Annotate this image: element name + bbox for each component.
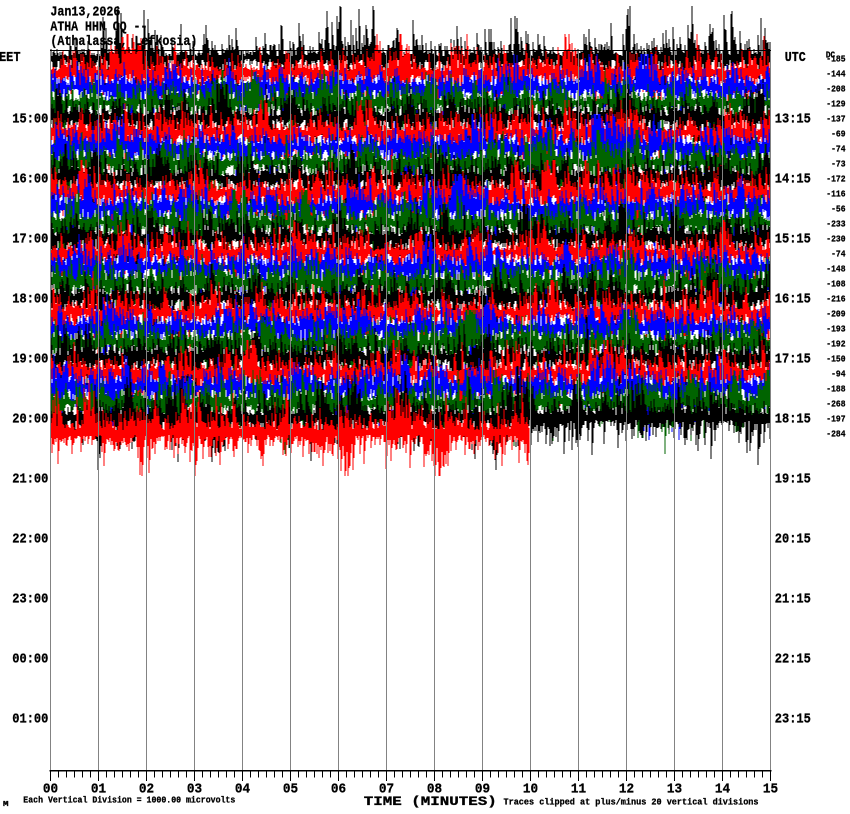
svg-text:DC: DC [826,50,836,60]
svg-text:22:15: 22:15 [775,652,811,668]
svg-text:01:00: 01:00 [12,712,48,728]
svg-text:15:00: 15:00 [12,112,48,128]
svg-text:-188: -188 [826,384,845,394]
svg-text:22:00: 22:00 [12,532,48,548]
svg-text:13: 13 [667,782,682,798]
svg-text:16:00: 16:00 [12,172,48,188]
svg-text:EET: EET [0,50,21,66]
svg-text:23:15: 23:15 [775,712,811,728]
svg-text:-144: -144 [826,69,846,79]
svg-text:01: 01 [91,782,106,798]
svg-text:-216: -216 [826,294,845,304]
svg-text:15:15: 15:15 [775,232,811,248]
svg-text:19:15: 19:15 [775,472,811,488]
svg-text:-129: -129 [826,99,845,109]
svg-text:19:00: 19:00 [12,352,48,368]
svg-text:-74: -74 [831,249,846,259]
svg-text:-172: -172 [826,174,845,184]
svg-text:UTC: UTC [785,50,806,66]
svg-text:Each Vertical Division = 1000.: Each Vertical Division = 1000.00 microvo… [23,796,235,806]
svg-text:-137: -137 [826,114,845,124]
svg-text:-230: -230 [826,234,845,244]
svg-text:20:15: 20:15 [775,532,811,548]
svg-text:-268: -268 [826,399,845,409]
svg-text:07: 07 [379,782,394,798]
svg-text:ATHA HHN CQ --: ATHA HHN CQ -- [50,19,147,35]
svg-text:20:00: 20:00 [12,412,48,428]
svg-text:03: 03 [187,782,202,798]
svg-text:17:00: 17:00 [12,232,48,248]
svg-text:-73: -73 [831,159,845,169]
svg-text:-94: -94 [831,369,846,379]
svg-text:-185: -185 [826,54,845,64]
svg-text:00:00: 00:00 [12,652,48,668]
svg-text:15: 15 [763,782,778,798]
svg-text:TIME (MINUTES): TIME (MINUTES) [364,794,497,809]
svg-text:-209: -209 [826,309,845,319]
svg-text:-193: -193 [826,324,845,334]
svg-text:18:15: 18:15 [775,412,811,428]
svg-text:02: 02 [139,782,154,798]
svg-text:Traces clipped at plus/minus 2: Traces clipped at plus/minus 20 vertical… [504,797,759,807]
svg-text:M: M [3,801,9,809]
svg-text:00: 00 [43,782,58,798]
svg-text:-116: -116 [826,189,845,199]
svg-text:-192: -192 [826,339,845,349]
svg-text:Jan13,2026: Jan13,2026 [50,5,120,21]
svg-text:-74: -74 [831,144,846,154]
svg-text:11: 11 [571,782,586,798]
svg-text:-208: -208 [826,84,845,94]
svg-text:13:15: 13:15 [775,112,811,128]
svg-text:05: 05 [283,782,298,798]
svg-text:09: 09 [475,782,490,798]
svg-text:17:15: 17:15 [775,352,811,368]
svg-text:10: 10 [523,782,538,798]
svg-text:14:15: 14:15 [775,172,811,188]
svg-text:-108: -108 [826,279,845,289]
svg-text:18:00: 18:00 [12,292,48,308]
svg-text:-150: -150 [826,354,845,364]
svg-text:23:00: 23:00 [12,592,48,608]
svg-text:21:15: 21:15 [775,592,811,608]
svg-text:12: 12 [619,782,634,798]
svg-text:(Athalassa, Lefkosia): (Athalassa, Lefkosia) [50,34,197,50]
svg-text:06: 06 [331,782,346,798]
svg-text:-197: -197 [826,414,845,424]
svg-text:14: 14 [715,782,730,798]
svg-text:-148: -148 [826,264,845,274]
svg-text:-284: -284 [826,429,846,439]
svg-text:-233: -233 [826,219,845,229]
svg-text:04: 04 [235,782,250,798]
svg-text:-56: -56 [831,204,845,214]
svg-text:21:00: 21:00 [12,472,48,488]
svg-text:-69: -69 [831,129,845,139]
svg-text:16:15: 16:15 [775,292,811,308]
svg-text:08: 08 [427,782,442,798]
